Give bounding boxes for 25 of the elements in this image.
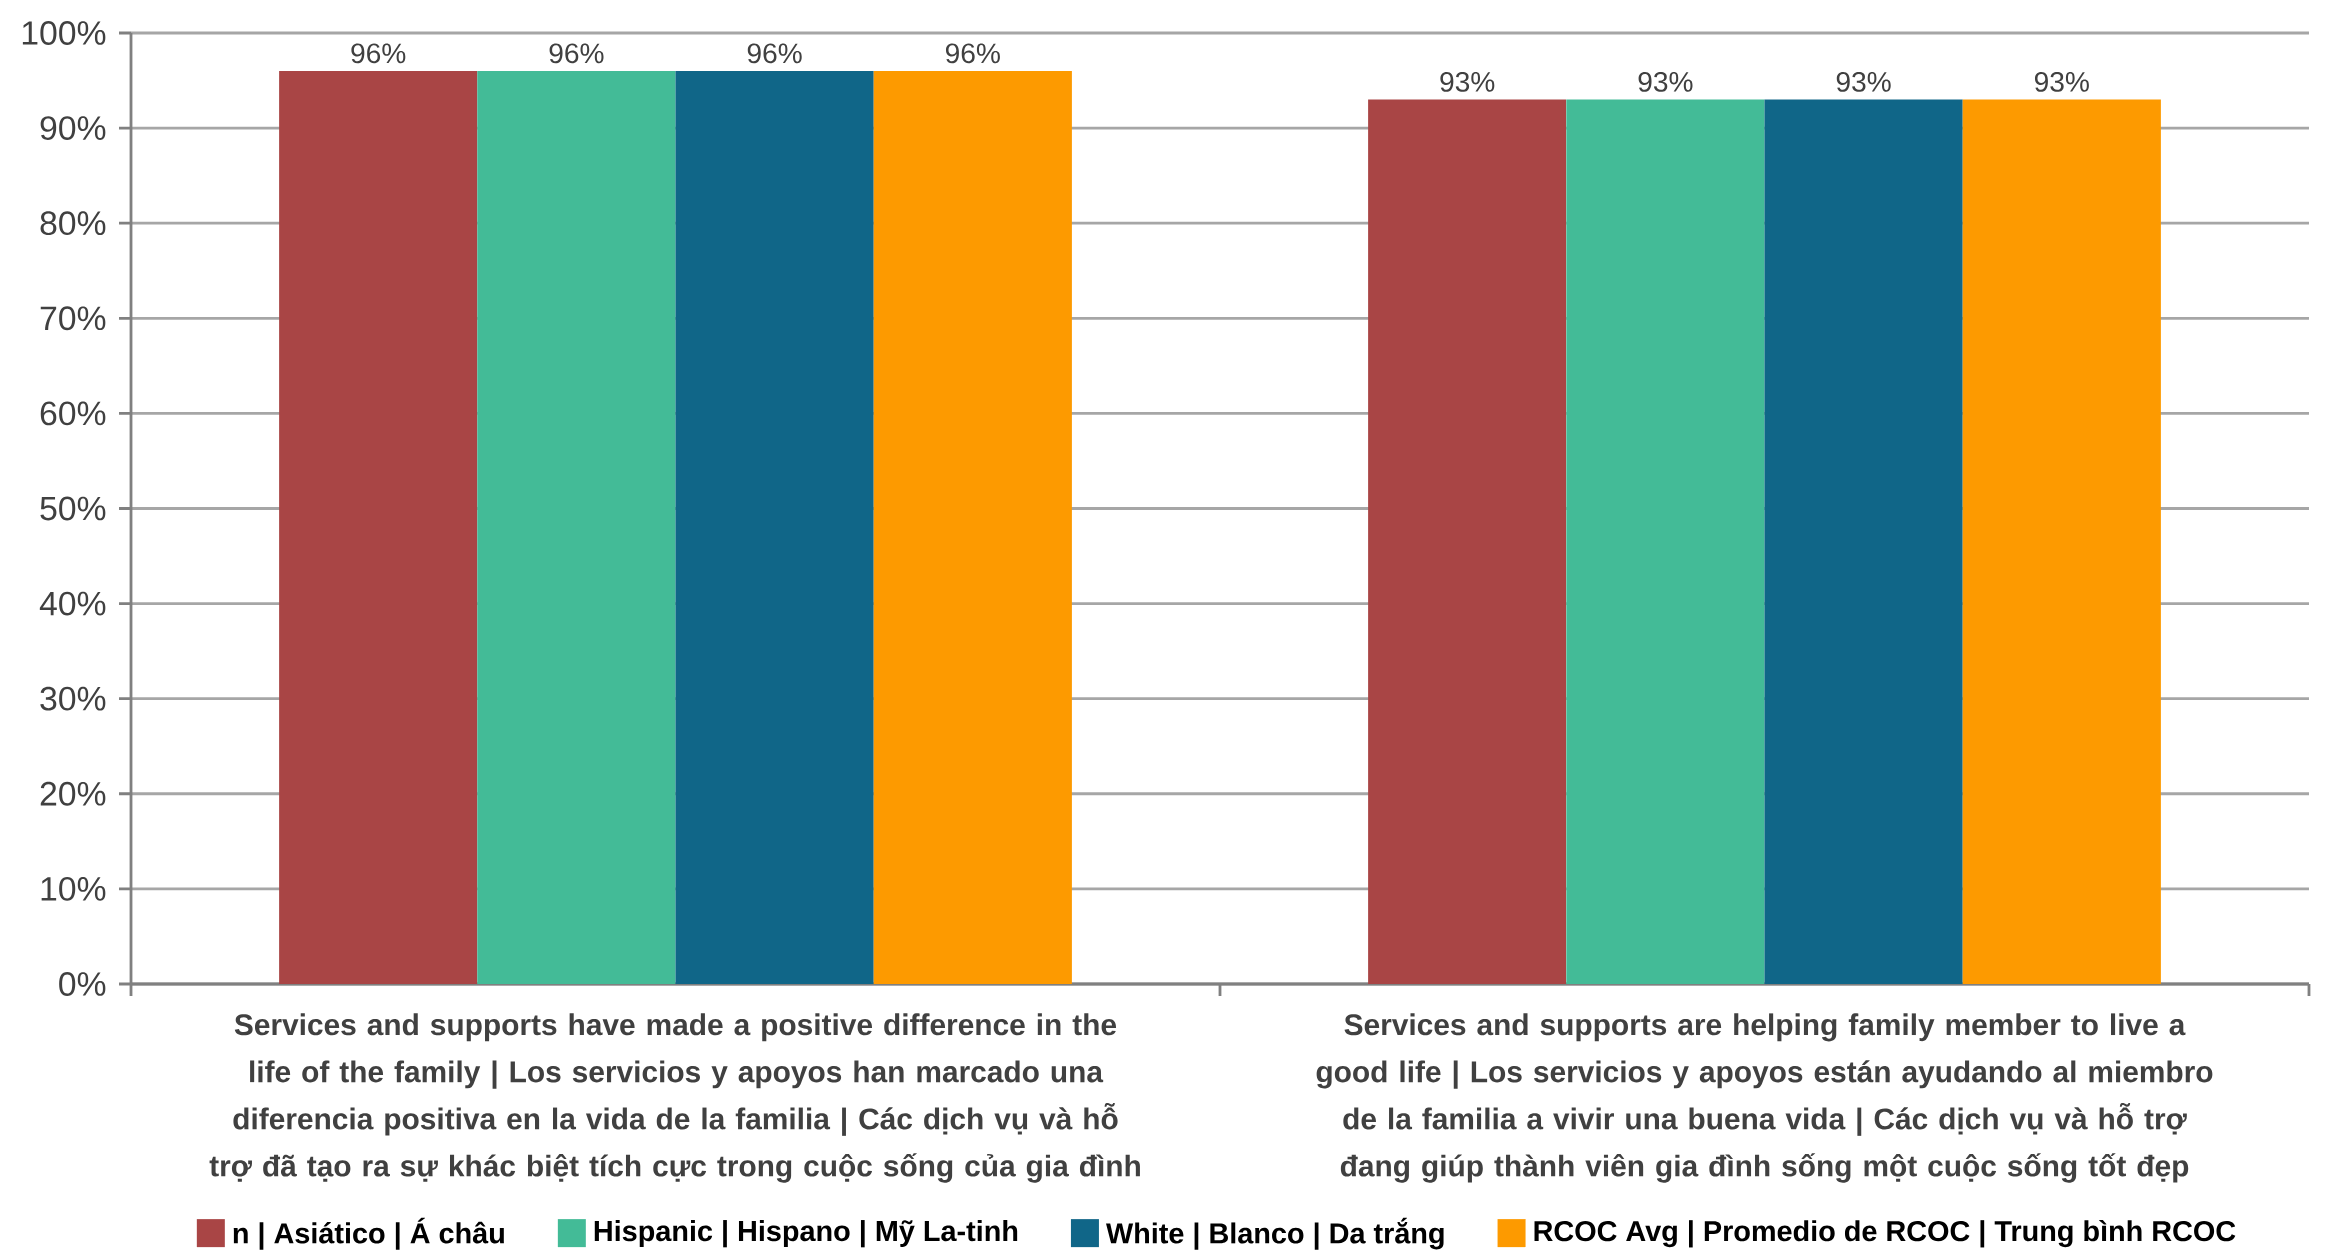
y-tick-label: 0%	[59, 972, 106, 996]
data-label: 93%	[1440, 71, 1495, 92]
y-tick-label: 70%	[40, 306, 106, 331]
y-tick-label: 10%	[41, 876, 106, 901]
legend-label: Hispanic | Hispano | Mỹ La-tinh	[594, 1220, 1018, 1248]
y-tick-label: 40%	[39, 591, 106, 616]
y-tick-label: 20%	[40, 781, 106, 806]
x-tick-label: Services and supports are helping family member to live a good life | Los servicios y apoyos están ayudando al miembro de la familia a vivir una buena vida | Các dịch vụ và hỗ trợ đang giúp thành viên gia đình sống một cuộc sống tốt đẹp	[1316, 1013, 2213, 1183]
x-tick-label: Services and supports have made a positive difference in the life of the family | Los servicios y apoyos han marcado una diferencia positiva en la vida de la familia | Các dịch vụ và hỗ trợ đã tạo ra sự khác biệt tích cực trong cuộc sống của gia đình	[209, 1013, 1140, 1183]
data-label: 96%	[351, 43, 406, 64]
data-label: 93%	[1836, 71, 1891, 92]
data-label: 96%	[549, 43, 604, 64]
y-tick-label: 60%	[40, 401, 106, 426]
y-tick-label: 80%	[40, 211, 106, 236]
y-tick-label: 50%	[40, 496, 106, 521]
legend-label: White | Blanco | Da trắng	[1106, 1217, 1444, 1250]
data-label: 96%	[747, 43, 802, 64]
y-tick-label: 100%	[22, 21, 106, 45]
data-label: 93%	[2034, 71, 2089, 92]
y-tick-label: 30%	[40, 686, 106, 711]
legend-label: n | Asiático | Á châu	[233, 1217, 504, 1250]
data-label: 93%	[1638, 71, 1693, 92]
data-label: 96%	[945, 43, 1000, 64]
y-tick-label: 90%	[40, 116, 106, 141]
legend-label: RCOC Avg | Promedio de RCOC | Trung bình RCOC	[1534, 1219, 2236, 1248]
